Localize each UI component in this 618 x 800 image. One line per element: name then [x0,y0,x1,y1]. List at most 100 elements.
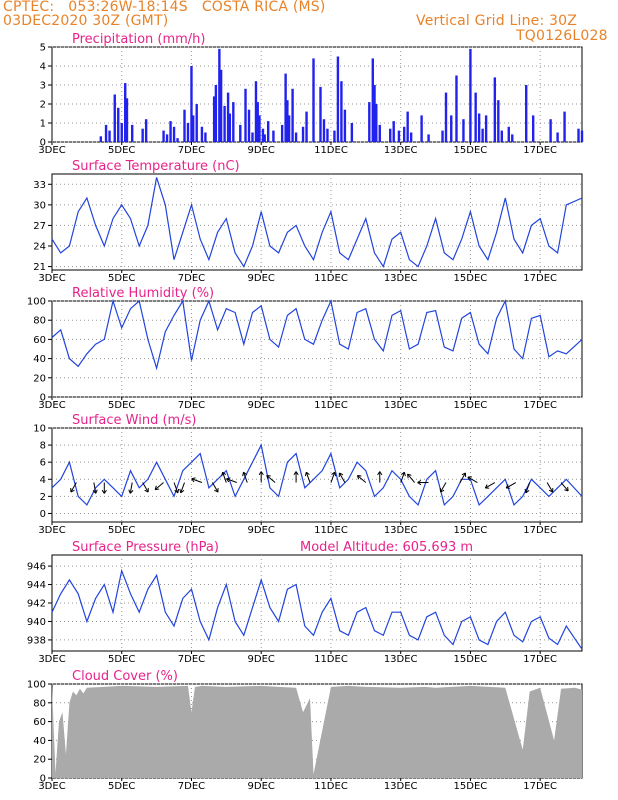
x-tick-label: 5DEC [108,654,135,665]
wind-arrow-shaft [338,472,346,483]
precip-bar [251,132,254,142]
wind-arrow-head [407,473,412,479]
wind-arrow-shaft [70,482,77,493]
precip-bar [497,100,500,142]
wind-arrow-head [214,488,219,493]
wind-arrow-shaft [154,482,164,490]
precip-bar [441,130,444,142]
precip-bar [291,88,294,142]
precip-bar [409,132,413,142]
y-tick-label: 80 [33,316,46,327]
precip-bar [176,138,179,142]
y-tick-label: 5 [40,43,46,54]
x-tick-label: 11DEC [314,400,348,411]
wind-arrow-shaft [400,472,405,483]
x-tick-label: 3DEC [38,145,65,156]
wind-arrow-head [179,488,185,494]
precip-bar [212,96,216,142]
precip-bar [507,126,510,142]
panel-subtitle: Model Altitude: 605.693 m [300,540,473,555]
wind-arrow-head [338,472,344,478]
precip-bar [162,130,165,142]
precip-bar [563,111,566,142]
wind-arrow-shaft [243,472,248,483]
precip-bar [195,104,198,142]
precip-bar [258,115,261,142]
x-tick-label: 11DEC [314,525,348,536]
precip-bar [389,128,392,142]
precip-bar [450,115,453,142]
header-line-2: 03DEC2020 30Z (GMT) [3,13,169,29]
series-line [51,443,583,507]
panel-3: 0 20 40 60 80 100 3DEC 5DEC 7DEC 9DEC 11DEC 13DEC 15… [27,286,583,411]
wind-arrow-head [174,488,180,494]
panel-title: Surface Pressure (hPa) [72,540,219,555]
x-tick-label: 7DEC [178,273,205,284]
x-tick-label: 11DEC [314,273,348,284]
y-tick-label: 40 [33,736,46,747]
precip-bar [577,128,580,142]
wind-arrow-head [304,471,310,477]
y-tick-label: 4 [40,475,46,486]
series-line [51,177,583,269]
y-tick-label: 2 [40,492,46,503]
precip-bar [322,119,326,142]
wind-arrow-head [331,471,337,477]
x-tick-label: 3DEC [38,654,65,665]
precip-bar [183,109,186,142]
wind-arrow-head [377,471,383,476]
precip-bar [165,134,169,142]
series-line [51,568,583,650]
x-tick-label: 17DEC [523,525,557,536]
wind-arrow-shaft [407,473,416,483]
x-tick-label: 5DEC [108,525,135,536]
panel-title: Surface Wind (m/s) [72,413,196,428]
precip-bar [204,132,207,142]
panel-5: 938 940 942 944 946 3DEC 5DEC 7DEC 9DEC 11DEC 13DE… [27,540,583,665]
precip-bar [125,98,129,142]
wind-arrow-head [467,476,472,481]
precip-bar [474,92,477,142]
x-tick-label: 3DEC [38,273,65,284]
wind-arrow-shaft [93,482,97,494]
precip-bar [378,124,381,142]
x-tick-label: 9DEC [248,145,275,156]
y-tick-label: 6 [40,458,46,469]
y-tick-label: 938 [27,635,46,646]
precip-bar [284,73,287,142]
wind-arrow-head [226,477,231,483]
precip-bar [343,109,347,142]
precip-bar [272,130,275,142]
wind-arrow-shaft [459,472,466,483]
panel-6: 0 20 40 60 80 100 3DEC 5DEC 7DEC 9DEC 11DEC 13DEC 15… [27,669,583,792]
y-tick-label: 100 [27,680,46,691]
x-tick-label: 7DEC [178,654,205,665]
panel-title: Relative Humidity (%) [72,286,214,301]
precip-bar [232,102,235,142]
precip-bar [340,81,343,142]
precip-bar [312,58,315,142]
precip-bar [113,94,116,142]
wind-arrow-head [461,472,467,478]
precip-bar [294,132,298,142]
y-tick-label: 20 [33,755,46,766]
x-tick-label: 15DEC [454,400,488,411]
y-tick-label: 10 [33,424,46,435]
x-tick-label: 15DEC [454,525,488,536]
y-tick-label: 3 [40,81,46,92]
x-tick-label: 7DEC [178,781,205,792]
x-tick-label: 17DEC [523,273,557,284]
wind-arrow-shaft [211,482,219,493]
y-tick-label: 27 [33,221,46,232]
wind-arrow-head [221,471,227,477]
panel-title: Precipitation (mm/h) [72,32,205,47]
precip-bar [371,58,374,142]
y-tick-label: 30 [33,200,46,211]
precip-bar [124,83,127,142]
precip-bar [556,132,559,142]
precip-bar [120,123,123,142]
series-line [51,298,583,371]
wind-arrow-head [101,489,107,494]
precip-bar [580,130,584,142]
precip-bar [214,85,218,142]
